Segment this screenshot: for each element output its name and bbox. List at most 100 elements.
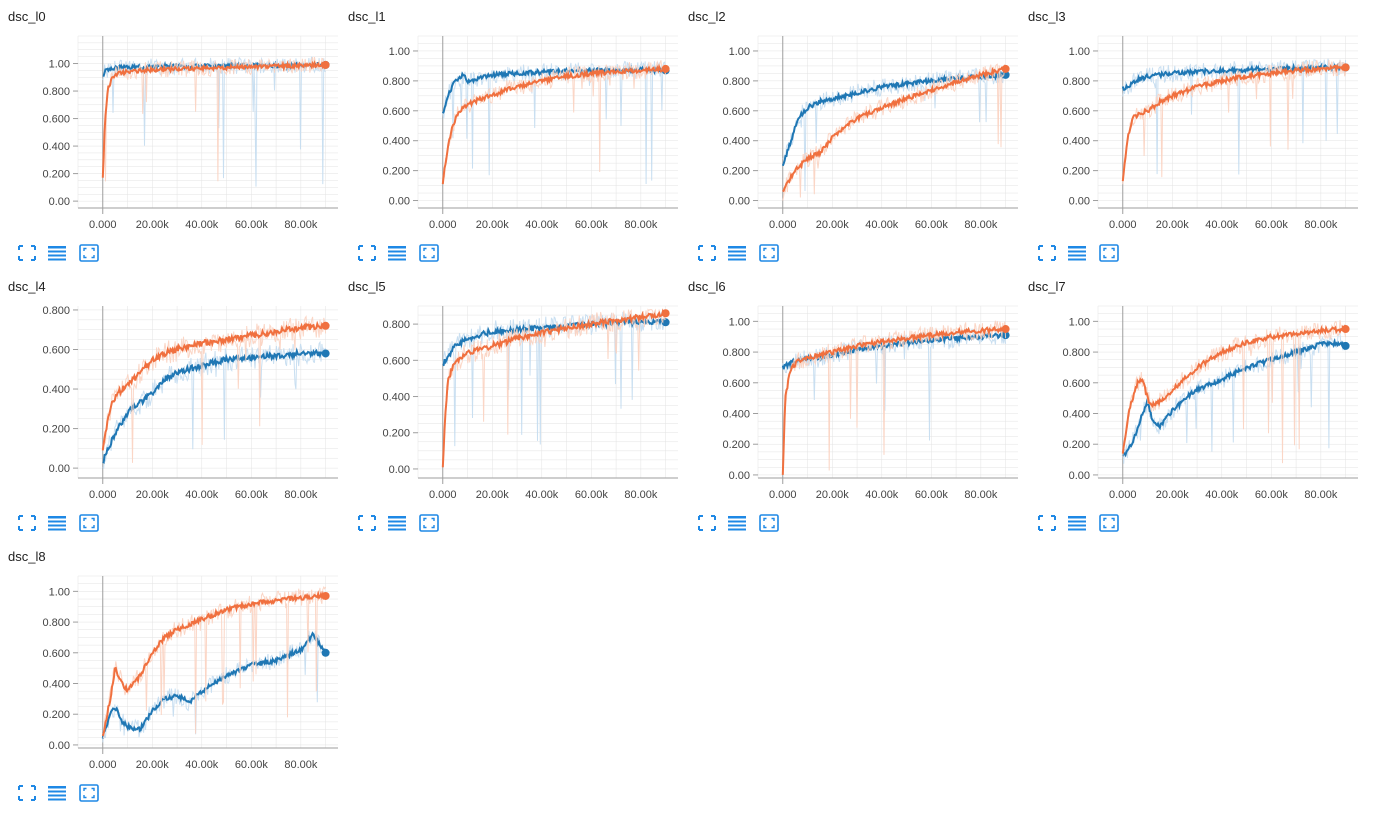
chart-plot[interactable]: 0.00 0.200 0.400 0.600 0.800 0.000 20.00k 40.00…: [0, 294, 340, 509]
series-end-point[interactable]: [321, 591, 330, 600]
y-tick-label: 0.600: [42, 344, 70, 356]
fit-domain-icon[interactable]: [79, 784, 99, 802]
x-tick-label: 20.00k: [1156, 489, 1190, 501]
chart-plot[interactable]: 0.00 0.200 0.400 0.600 0.800 1.00 0.000 20.00k 4…: [680, 24, 1020, 239]
series-end-point[interactable]: [321, 321, 330, 330]
fit-domain-icon[interactable]: [419, 514, 439, 532]
fit-to-screen-icon[interactable]: [17, 514, 37, 532]
fit-to-screen-icon[interactable]: [1037, 244, 1057, 262]
data-table-icon[interactable]: [1067, 514, 1087, 532]
chart-plot[interactable]: 0.00 0.200 0.400 0.600 0.800 1.00 0.000 20.00k 4…: [0, 24, 340, 239]
chart-title: dsc_l7: [1028, 279, 1066, 294]
fit-domain-icon[interactable]: [1099, 244, 1119, 262]
chart-card-dsc-l3: dsc_l3 0.00 0.200 0.400 0.600 0.800 1.00 0.000 2…: [1020, 0, 1360, 268]
y-tick-label: 1.00: [49, 59, 70, 71]
x-tick-label: 40.00k: [185, 759, 219, 771]
x-tick-label: 40.00k: [185, 219, 219, 231]
series-smoothed-line[interactable]: [101, 590, 327, 737]
data-table-icon[interactable]: [727, 514, 747, 532]
x-tick-label: 80.00k: [1304, 219, 1338, 231]
data-table-icon[interactable]: [47, 514, 67, 532]
x-tick-label: 60.00k: [575, 219, 609, 231]
fit-to-screen-icon[interactable]: [1037, 514, 1057, 532]
fit-to-screen-icon[interactable]: [697, 514, 717, 532]
series-end-point[interactable]: [1001, 64, 1010, 73]
data-table-icon[interactable]: [47, 784, 67, 802]
chart-plot[interactable]: 0.00 0.200 0.400 0.600 0.800 0.000 20.00k 40.00…: [340, 294, 680, 509]
series-end-point[interactable]: [1341, 325, 1350, 334]
y-tick-label: 0.00: [49, 463, 70, 475]
fit-to-screen-icon[interactable]: [17, 244, 37, 262]
y-tick-label: 0.200: [1062, 166, 1090, 178]
series-smoothed-line[interactable]: [102, 347, 327, 465]
series-smoothed-line[interactable]: [101, 60, 327, 178]
chart-plot[interactable]: 0.00 0.200 0.400 0.600 0.800 1.00 0.000 20.00k 4…: [0, 564, 340, 779]
chart-plot[interactable]: 0.00 0.200 0.400 0.600 0.800 1.00 0.000 20.00k 4…: [1020, 24, 1360, 239]
x-tick-label: 80.00k: [964, 219, 998, 231]
x-tick-label: 40.00k: [865, 489, 899, 501]
chart-card-dsc-l6: dsc_l6 0.00 0.200 0.400 0.600 0.800 1.00 0.000 2…: [680, 270, 1020, 538]
data-table-icon[interactable]: [387, 244, 407, 262]
x-tick-label: 20.00k: [816, 489, 850, 501]
y-tick-label: 1.00: [1069, 316, 1090, 328]
fit-domain-icon[interactable]: [79, 514, 99, 532]
y-tick-label: 0.800: [382, 76, 410, 88]
series-end-point[interactable]: [1341, 341, 1350, 350]
x-tick-label: 80.00k: [284, 759, 318, 771]
series-raw-line: [102, 56, 327, 182]
series-end-point[interactable]: [1001, 325, 1010, 334]
x-tick-label: 80.00k: [624, 219, 658, 231]
fit-to-screen-icon[interactable]: [697, 244, 717, 262]
series-smoothed-line[interactable]: [1121, 61, 1347, 91]
series-smoothed-line[interactable]: [441, 63, 667, 185]
data-table-icon[interactable]: [47, 244, 67, 262]
x-tick-label: 80.00k: [284, 219, 318, 231]
series-smoothed-line[interactable]: [442, 316, 667, 367]
data-table-icon[interactable]: [727, 244, 747, 262]
fit-domain-icon[interactable]: [1099, 514, 1119, 532]
fit-domain-icon[interactable]: [79, 244, 99, 262]
series-end-point[interactable]: [661, 64, 670, 73]
chart-card-dsc-l5: dsc_l5 0.00 0.200 0.400 0.600 0.800 0.000 20.00…: [340, 270, 680, 538]
series-smoothed-line[interactable]: [1121, 63, 1347, 182]
series-smoothed-line[interactable]: [101, 631, 327, 739]
y-tick-label: 0.600: [382, 355, 410, 367]
fit-domain-icon[interactable]: [759, 514, 779, 532]
chart-plot[interactable]: 0.00 0.200 0.400 0.600 0.800 1.00 0.000 20.00k 4…: [1020, 294, 1360, 509]
chart-plot[interactable]: 0.00 0.200 0.400 0.600 0.800 1.00 0.000 20.00k 4…: [340, 24, 680, 239]
fit-to-screen-icon[interactable]: [17, 784, 37, 802]
series-end-point[interactable]: [321, 60, 330, 69]
x-tick-label: 80.00k: [964, 489, 998, 501]
data-table-icon[interactable]: [387, 514, 407, 532]
fit-to-screen-icon[interactable]: [357, 514, 377, 532]
series-smoothed-line[interactable]: [1121, 337, 1347, 458]
y-tick-label: 0.400: [722, 136, 750, 148]
series-raw-line: [102, 630, 326, 743]
series-raw-line: [102, 315, 327, 463]
series-smoothed-line[interactable]: [781, 325, 1007, 475]
chart-title: dsc_l1: [348, 9, 386, 24]
series-smoothed-line[interactable]: [441, 308, 667, 468]
series-end-point[interactable]: [321, 349, 330, 358]
x-tick-label: 20.00k: [476, 219, 510, 231]
fit-to-screen-icon[interactable]: [357, 244, 377, 262]
series-end-point[interactable]: [661, 309, 670, 318]
fit-domain-icon[interactable]: [419, 244, 439, 262]
series-smoothed-line[interactable]: [1121, 324, 1347, 454]
series-raw-line: [782, 320, 1007, 475]
chart-card-dsc-l4: dsc_l4 0.00 0.200 0.400 0.600 0.800 0.000 20.00…: [0, 270, 340, 538]
fit-domain-icon[interactable]: [759, 244, 779, 262]
x-tick-label: 60.00k: [1255, 489, 1289, 501]
y-tick-label: 0.800: [42, 305, 70, 317]
chart-plot[interactable]: 0.00 0.200 0.400 0.600 0.800 1.00 0.000 20.00k 4…: [680, 294, 1020, 509]
data-table-icon[interactable]: [1067, 244, 1087, 262]
series-end-point[interactable]: [661, 318, 670, 327]
y-tick-label: 0.200: [42, 169, 70, 181]
x-tick-label: 0.000: [769, 489, 797, 501]
x-tick-label: 60.00k: [575, 489, 609, 501]
series-smoothed-line[interactable]: [782, 66, 1007, 193]
series-end-point[interactable]: [1341, 63, 1350, 72]
series-smoothed-line[interactable]: [101, 320, 327, 451]
series-end-point[interactable]: [321, 648, 330, 657]
y-tick-label: 0.600: [722, 378, 750, 390]
